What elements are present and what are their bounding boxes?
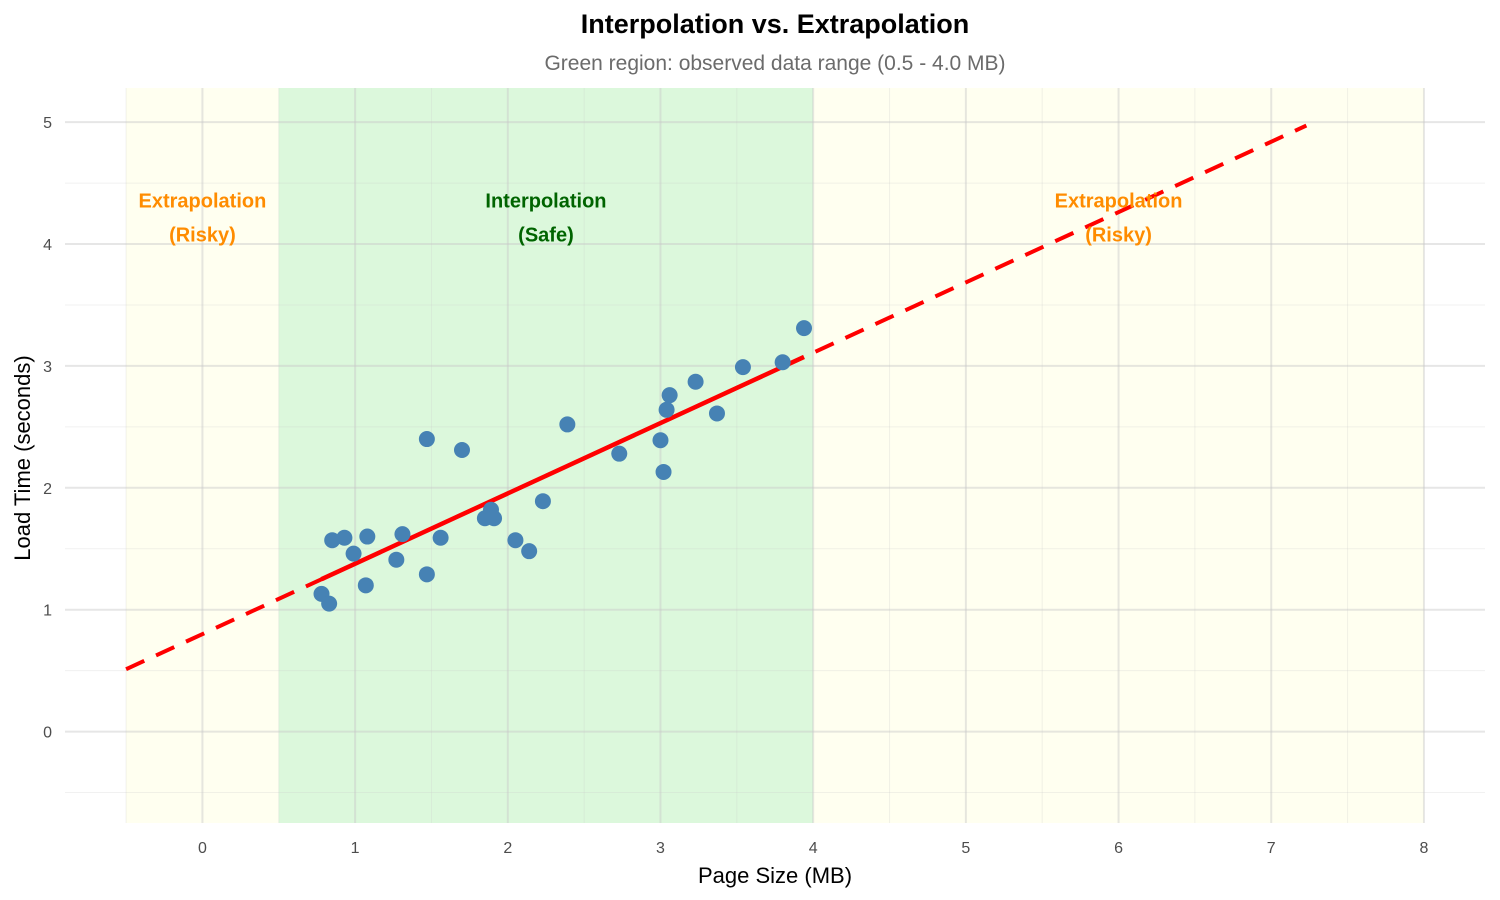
points-layer [313, 320, 813, 612]
data-point [345, 545, 362, 562]
x-axis-ticks: 0 1 2 3 4 5 6 7 8 [198, 840, 1429, 857]
x-tick-label: 1 [351, 840, 360, 857]
data-point [507, 532, 524, 549]
x-tick-label: 4 [809, 840, 818, 857]
annotation-line: (Safe) [518, 225, 574, 247]
data-point [687, 373, 704, 390]
x-tick-label: 6 [1114, 840, 1123, 857]
data-point [652, 432, 669, 449]
data-point [534, 493, 551, 510]
data-point [418, 566, 435, 583]
x-axis-label: Page Size (MB) [698, 863, 852, 888]
data-point [486, 510, 503, 527]
data-point [418, 431, 435, 448]
annotation-line: Extrapolation [1055, 191, 1183, 213]
annotation-line: (Risky) [169, 225, 236, 247]
y-tick-label: 5 [43, 115, 52, 132]
x-tick-label: 2 [503, 840, 512, 857]
data-point [336, 529, 353, 546]
data-point [611, 445, 628, 462]
fit-line-fitted [320, 354, 805, 582]
data-point [559, 416, 576, 433]
grid-layer [65, 88, 1485, 823]
chart-title: Interpolation vs. Extrapolation [581, 9, 970, 39]
data-point [658, 401, 675, 418]
x-tick-label: 8 [1419, 840, 1428, 857]
chart-subtitle: Green region: observed data range (0.5 -… [544, 52, 1005, 75]
data-point [432, 529, 449, 546]
data-point [359, 528, 376, 545]
region-annotation: Interpolation (Safe) [485, 191, 606, 247]
region-interpolation [278, 88, 814, 823]
data-point [357, 577, 374, 594]
y-axis-ticks: 0 1 2 3 4 5 [43, 115, 52, 741]
data-point [734, 359, 751, 376]
fit-line-layer [125, 123, 1308, 672]
data-point [453, 442, 470, 459]
data-point [321, 595, 338, 612]
x-tick-label: 0 [198, 840, 207, 857]
data-point [661, 387, 678, 404]
data-point [796, 320, 813, 337]
annotation-line: Extrapolation [139, 191, 267, 213]
data-point [655, 463, 672, 480]
x-tick-label: 3 [656, 840, 665, 857]
data-point [388, 551, 405, 568]
data-point [708, 405, 725, 422]
annotations-layer: Extrapolation (Risky) Interpolation (Safe) E… [139, 191, 1183, 247]
region-annotation: Extrapolation (Risky) [1055, 191, 1183, 247]
data-point [394, 526, 411, 543]
x-tick-label: 7 [1267, 840, 1276, 857]
y-axis-label: Load Time (seconds) [10, 355, 35, 560]
annotation-line: (Risky) [1085, 225, 1152, 247]
data-point [521, 543, 538, 560]
y-tick-label: 4 [43, 237, 52, 254]
y-tick-label: 1 [43, 603, 52, 620]
data-point [324, 532, 341, 549]
y-tick-label: 0 [43, 725, 52, 742]
region-annotation: Extrapolation (Risky) [139, 191, 267, 247]
annotation-line: Interpolation [485, 191, 606, 213]
y-tick-label: 2 [43, 481, 52, 498]
region-extrapolation-left [126, 88, 279, 823]
regions-layer [126, 88, 1424, 823]
x-tick-label: 5 [961, 840, 970, 857]
data-point [774, 354, 791, 371]
y-tick-label: 3 [43, 359, 52, 376]
